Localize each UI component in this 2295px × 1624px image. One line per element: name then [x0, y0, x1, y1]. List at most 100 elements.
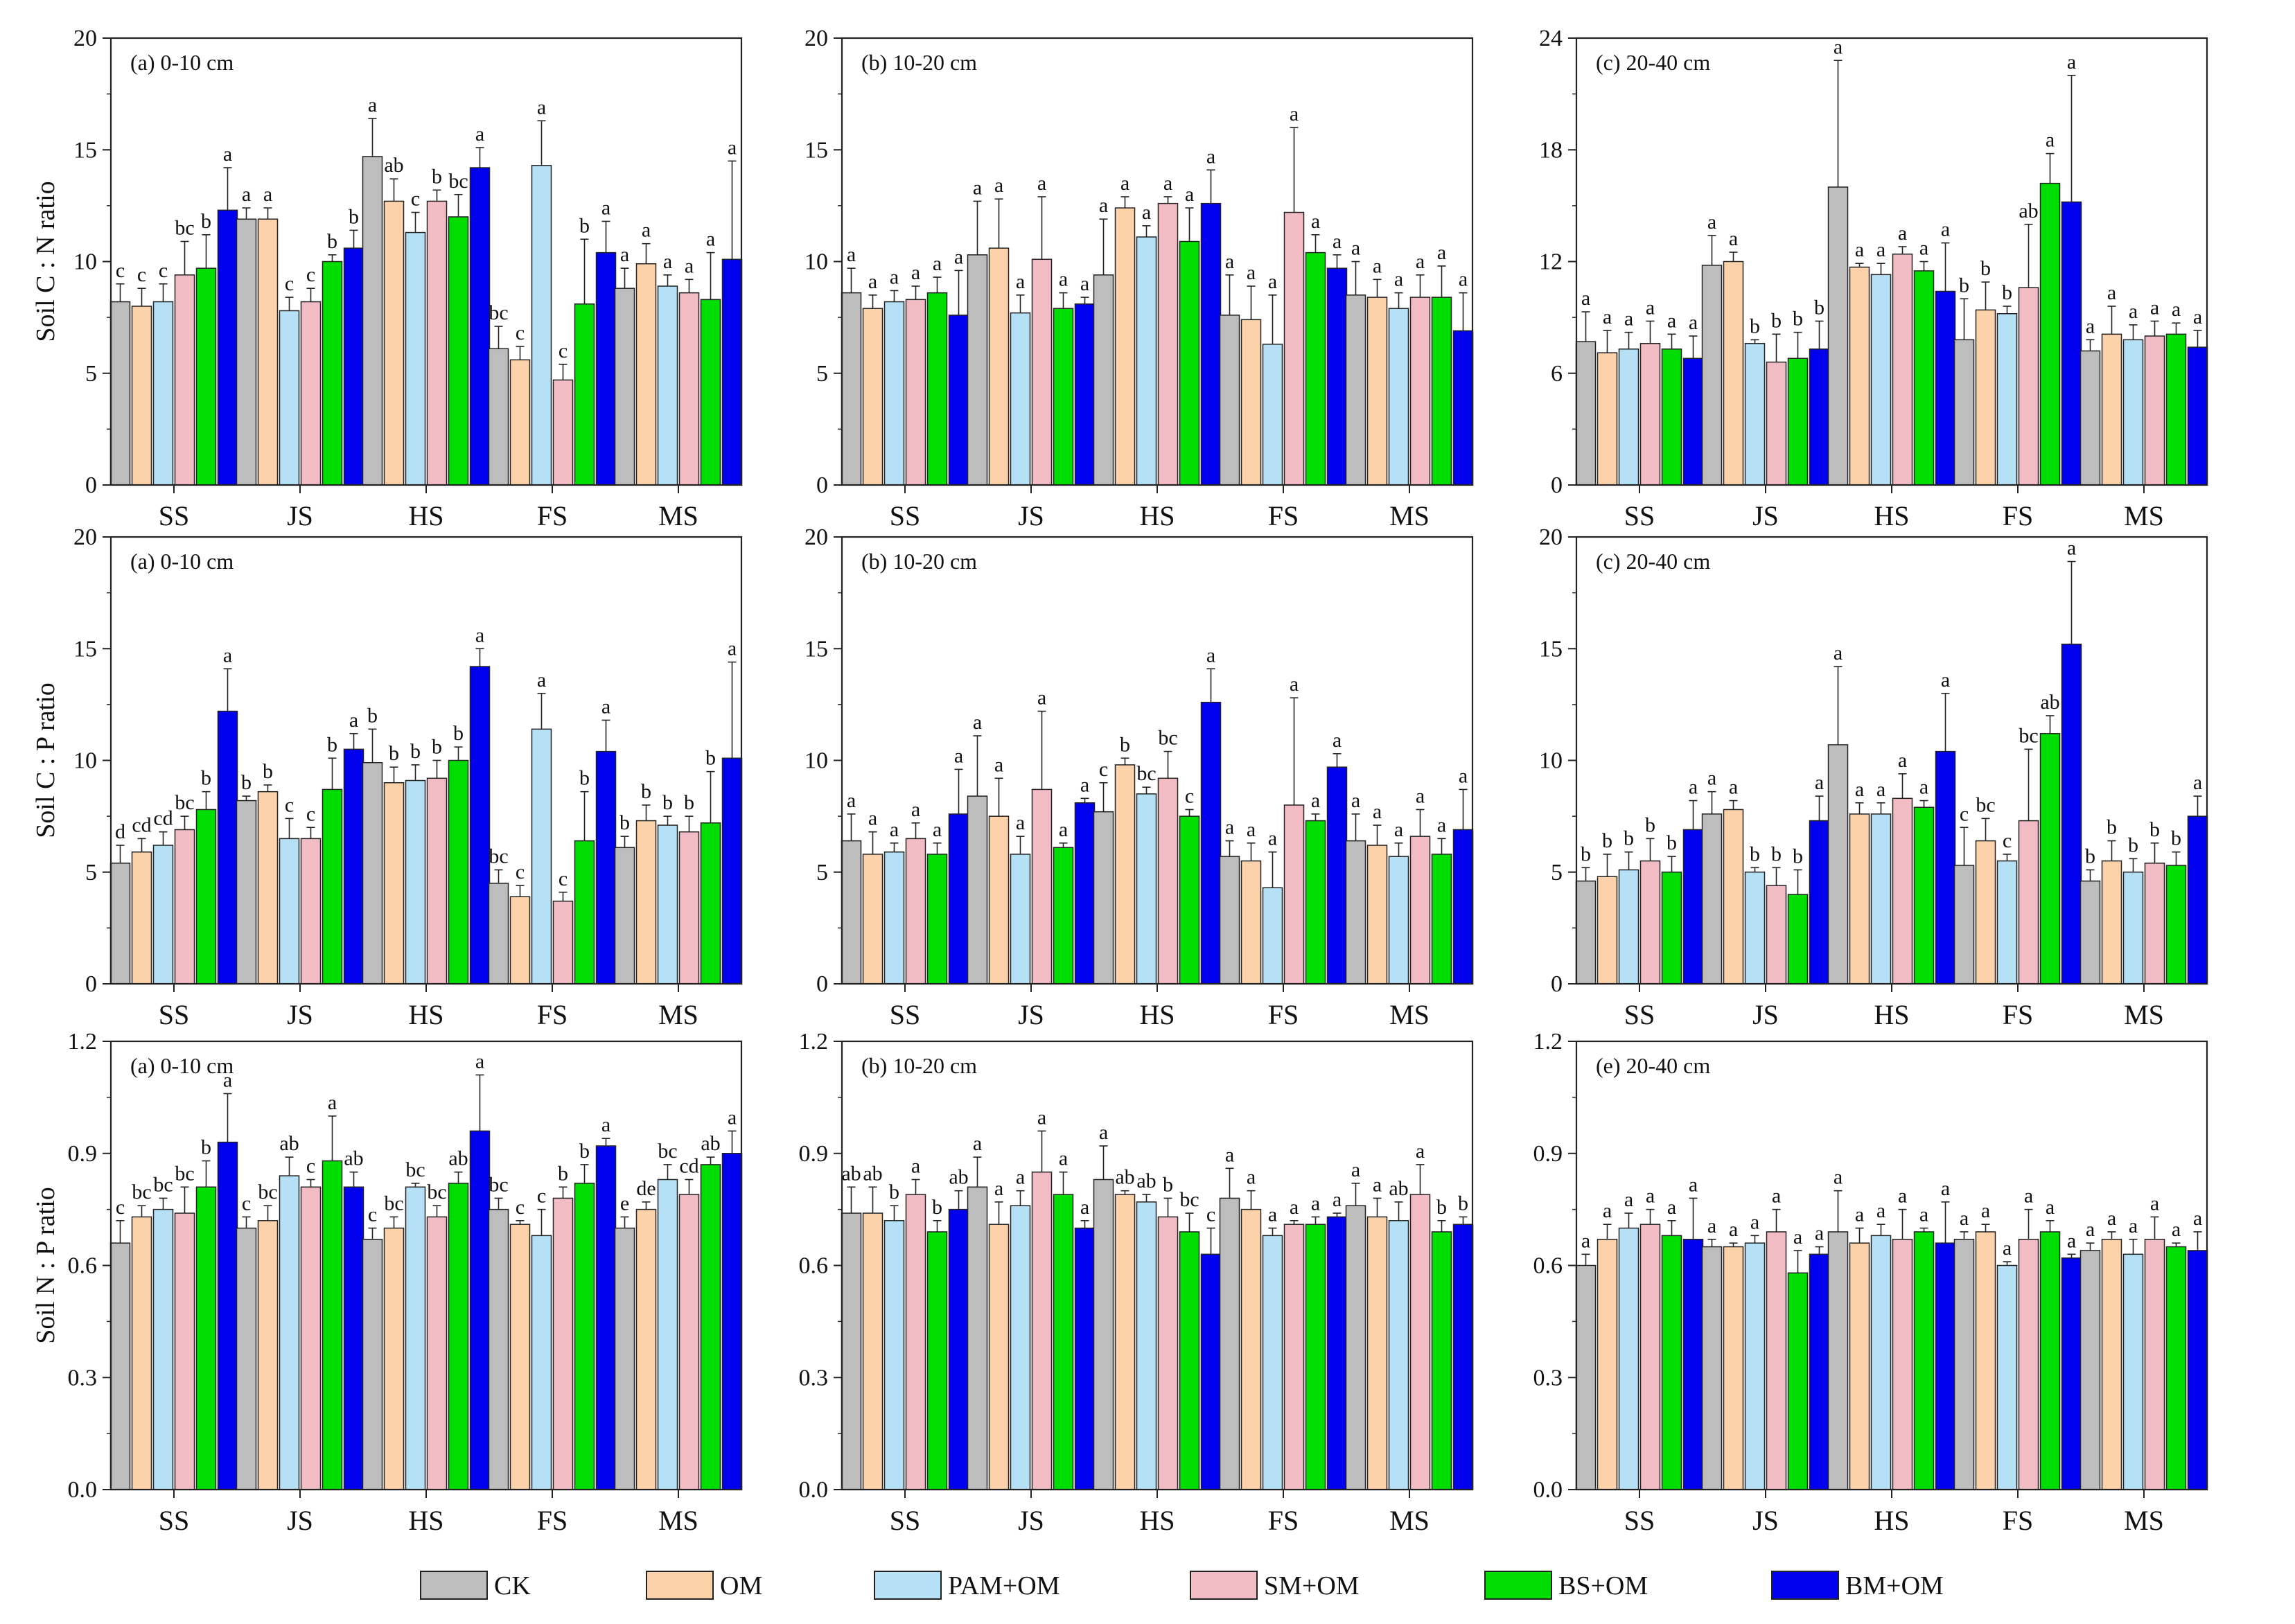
significance-letter: a — [223, 143, 232, 166]
bar — [1053, 1194, 1074, 1490]
legend-item: BS+OM — [1484, 1571, 1648, 1600]
significance-letter: c — [159, 259, 168, 282]
significance-letter: cd — [679, 1154, 698, 1177]
x-tick-label: FS — [537, 500, 568, 531]
bar — [1639, 343, 1661, 486]
bar — [1074, 303, 1096, 486]
significance-letter: a — [537, 96, 546, 118]
significance-letter: a — [954, 245, 963, 268]
bar — [300, 1186, 322, 1490]
significance-letter: c — [516, 860, 525, 883]
y-tick-label: 10 — [804, 748, 828, 774]
bar — [1345, 294, 1366, 486]
bar — [1661, 348, 1682, 486]
x-tick-label: JS — [1752, 1505, 1779, 1536]
bar — [552, 379, 574, 486]
significance-letter: b — [684, 791, 694, 814]
significance-letter: a — [728, 637, 737, 660]
significance-letter: a — [2107, 1207, 2116, 1230]
significance-letter: ab — [863, 1162, 882, 1185]
bar — [1723, 261, 1744, 486]
bar — [1431, 297, 1452, 486]
significance-letter: a — [1247, 1166, 1256, 1189]
significance-letter: b — [579, 1140, 590, 1163]
significance-letter: a — [1667, 309, 1676, 332]
y-tick-label: 0.0 — [1533, 1477, 1563, 1503]
significance-letter: a — [1815, 771, 1824, 794]
significance-letter: a — [1919, 776, 1928, 799]
bar — [1661, 1235, 1682, 1490]
significance-letter: a — [1394, 818, 1403, 841]
bar — [614, 847, 635, 985]
plot-frame — [841, 536, 1474, 985]
significance-letter: a — [1437, 813, 1446, 836]
y-tick-label: 5 — [85, 860, 97, 885]
x-tick-label: HS — [408, 500, 443, 531]
bar — [905, 838, 926, 985]
bar — [1366, 1216, 1388, 1490]
bar — [1892, 254, 1913, 486]
bar — [1326, 1216, 1348, 1490]
y-tick-label: 15 — [804, 137, 828, 163]
significance-letter: a — [1016, 270, 1025, 293]
bar — [657, 1179, 678, 1490]
bar — [2187, 815, 2208, 985]
significance-letter: a — [349, 709, 358, 732]
significance-letter: a — [1059, 818, 1068, 841]
significance-letter: b — [932, 1196, 942, 1219]
y-tick-label: 10 — [73, 249, 97, 275]
bar — [1157, 1216, 1179, 1490]
bar — [1827, 186, 1849, 486]
bar — [1575, 341, 1597, 486]
bar — [948, 315, 969, 486]
panel-title: (c) 20-40 cm — [1596, 549, 1710, 574]
significance-letter: b — [201, 767, 211, 790]
significance-letter: b — [1750, 842, 1760, 865]
x-tick-label: JS — [1018, 500, 1044, 531]
significance-letter: a — [973, 711, 982, 734]
significance-letter: b — [1581, 842, 1591, 865]
significance-letter: bc — [175, 1162, 194, 1185]
x-tick-label: FS — [2003, 1505, 2034, 1536]
bar — [2018, 287, 2039, 486]
bar — [1010, 312, 1031, 486]
bar — [1136, 793, 1157, 985]
bar — [614, 1227, 635, 1490]
bar — [862, 854, 883, 985]
significance-letter: a — [1268, 827, 1277, 850]
y-axis-label: Soil C : P ratio — [31, 682, 60, 838]
bar — [1723, 809, 1744, 985]
bar — [131, 1216, 152, 1490]
y-tick-label: 0.0 — [68, 1477, 98, 1503]
significance-letter: a — [1016, 811, 1025, 834]
significance-letter: a — [1624, 308, 1633, 330]
bar — [1766, 885, 1787, 985]
bar — [1744, 343, 1766, 486]
x-tick-label: JS — [1752, 500, 1779, 531]
significance-letter: a — [1416, 250, 1425, 273]
significance-letter: bc — [1179, 1188, 1199, 1211]
bar — [152, 301, 174, 486]
bar — [1074, 1227, 1096, 1490]
bar — [426, 777, 448, 985]
significance-letter: a — [1225, 250, 1234, 273]
bar — [2122, 872, 2144, 985]
significance-letter: a — [1876, 238, 1885, 261]
y-tick-label: 1.2 — [799, 1029, 829, 1054]
significance-letter: a — [1772, 1185, 1781, 1208]
significance-letter: a — [1919, 1203, 1928, 1226]
legend-swatch — [1484, 1571, 1552, 1600]
bar — [1996, 313, 2018, 486]
bar — [2144, 863, 2165, 985]
significance-letter: b — [705, 747, 716, 770]
bar — [926, 292, 948, 486]
significance-letter: bc — [175, 791, 194, 814]
significance-letter: a — [663, 250, 672, 273]
significance-letter: a — [1206, 644, 1215, 667]
significance-letter: b — [327, 733, 337, 756]
significance-letter: a — [368, 94, 377, 116]
significance-letter: a — [263, 183, 272, 206]
bar — [1597, 352, 1618, 486]
